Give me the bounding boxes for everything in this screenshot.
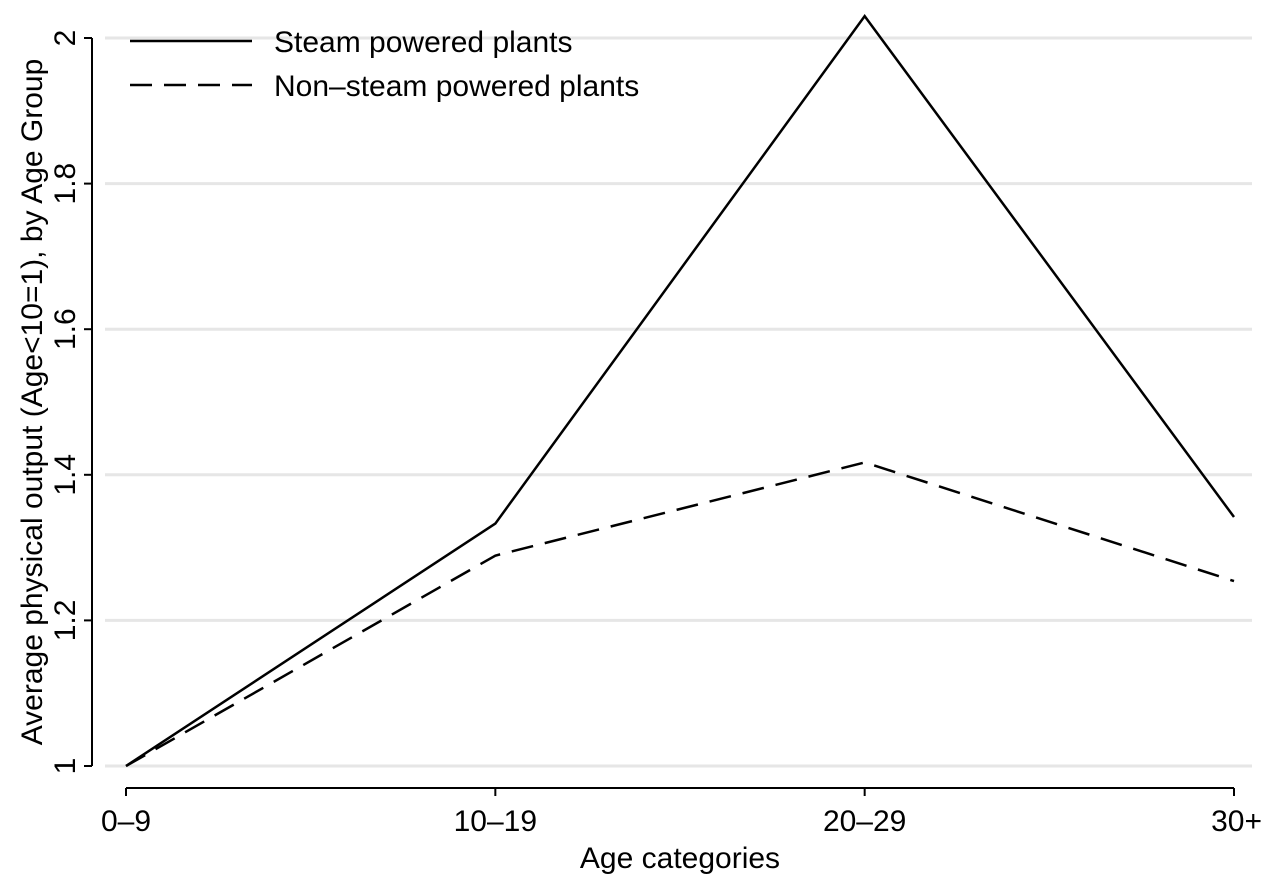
y-axis-label: Average physical output (Age<10=1), by A… [16, 59, 49, 746]
x-tick-label: 20–29 [823, 805, 906, 838]
series-layer [125, 14, 1236, 768]
series-line-steam [125, 14, 1236, 768]
y-tick-label: 1.8 [49, 163, 82, 205]
y-tick-label: 1.4 [49, 454, 82, 496]
y-tick-label: 2 [49, 30, 82, 47]
x-tick-label: 0–9 [101, 805, 151, 838]
y-tick-label: 1 [49, 758, 82, 775]
y-tick-label: 1.6 [49, 308, 82, 350]
legend-label-non-steam: Non–steam powered plants [274, 70, 639, 103]
x-tick-label: 30+ [1211, 805, 1262, 838]
grid-layer [105, 36, 1252, 768]
x-tick-label: 10–19 [454, 805, 537, 838]
y-tick-layer: 1 1.2 1.4 1.6 1.8 2 [49, 30, 92, 775]
legend-label-steam: Steam powered plants [274, 26, 573, 59]
x-tick-layer: 0–9 10–19 20–29 30+ [101, 788, 1262, 838]
series-line-non-steam [125, 461, 1235, 768]
legend: Steam powered plants Non–steam powered p… [130, 26, 639, 103]
x-axis-label: Age categories [580, 842, 780, 875]
axis-layer [91, 38, 1234, 789]
y-tick-label: 1.2 [49, 600, 82, 642]
